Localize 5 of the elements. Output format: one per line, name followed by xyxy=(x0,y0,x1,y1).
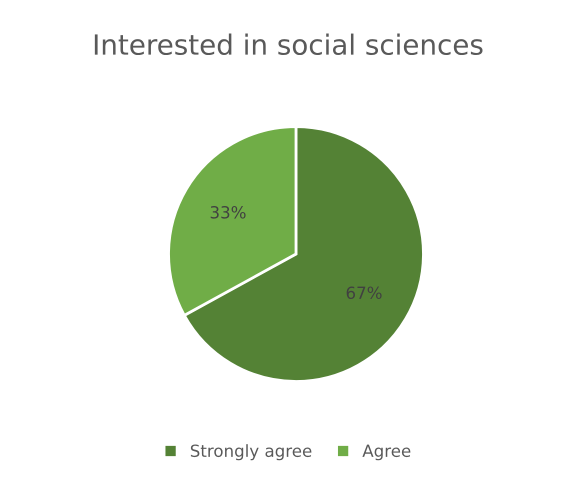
legend-label: Agree xyxy=(362,444,410,460)
legend-label: Strongly agree xyxy=(190,444,312,460)
data-label: 67% xyxy=(346,286,382,300)
data-label: 33% xyxy=(210,206,246,219)
chart-title: Interested in social sciences xyxy=(94,34,483,56)
